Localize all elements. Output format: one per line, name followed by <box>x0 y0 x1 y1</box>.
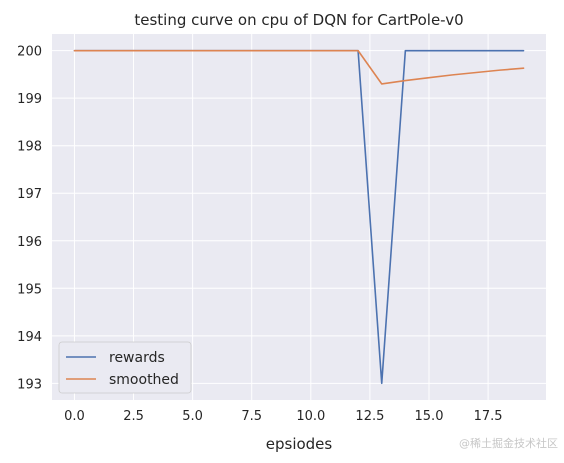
plot-area <box>52 34 546 400</box>
x-axis-label: epsiodes <box>266 435 333 453</box>
x-tick-label: 7.5 <box>241 409 262 424</box>
y-tick-label: 195 <box>17 282 42 297</box>
legend-label-smoothed: smoothed <box>109 372 179 388</box>
y-tick-label: 199 <box>17 92 42 107</box>
y-tick-label: 200 <box>17 45 42 60</box>
series-layer <box>73 49 525 385</box>
legend-label-rewards: rewards <box>109 350 165 366</box>
y-tick-label: 196 <box>17 235 42 250</box>
series-line-smoothed <box>73 49 525 85</box>
legend: rewards smoothed <box>58 341 192 394</box>
y-tick-label: 194 <box>17 330 42 345</box>
x-tick-label: 0.0 <box>64 409 85 424</box>
x-tick-labels: 0.0 2.5 5.0 7.5 10.0 12.5 15.0 17.5 <box>64 409 502 424</box>
watermark: @稀土掘金技术社区 <box>459 436 558 450</box>
chart-title: testing curve on cpu of DQN for CartPole… <box>134 11 463 29</box>
y-tick-label: 193 <box>17 377 42 392</box>
x-tick-label: 2.5 <box>123 409 144 424</box>
y-tick-label: 198 <box>17 140 42 155</box>
x-tick-label: 5.0 <box>182 409 203 424</box>
y-tick-label: 197 <box>17 187 42 202</box>
legend-box <box>58 341 192 394</box>
x-tick-label: 12.5 <box>355 409 384 424</box>
x-tick-label: 17.5 <box>474 409 503 424</box>
x-tick-label: 10.0 <box>296 409 325 424</box>
x-tick-label: 15.0 <box>415 409 444 424</box>
y-tick-labels: 193 194 195 196 197 198 199 200 <box>17 45 42 393</box>
